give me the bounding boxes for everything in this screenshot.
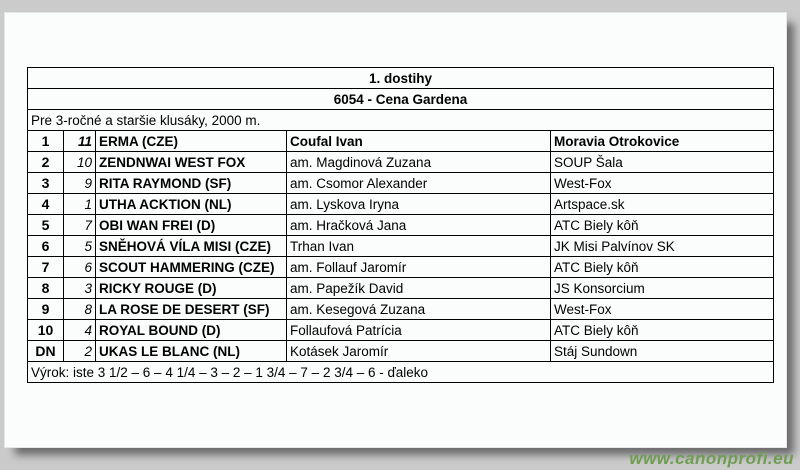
race-conditions-text: Pre 3-ročné a staršie klusáky, 2000 m. bbox=[26, 109, 775, 131]
table-row: 7 6 SCOUT HAMMERING (CZE) am. Follauf Jarom… bbox=[27, 256, 775, 278]
race-results-table: 1. dostihy 6054 - Cena Gardena Pre 3-roč… bbox=[26, 67, 775, 383]
cell-stable: Stáj Sundown bbox=[549, 340, 775, 362]
cell-horse: ZENDNWAI WEST FOX bbox=[95, 151, 287, 173]
verdict-row: Výrok: iste 3 1/2 – 6 – 4 1/4 – 3 – 2 – … bbox=[26, 361, 775, 383]
cell-pos: 9 bbox=[27, 298, 64, 320]
cell-num: 5 bbox=[63, 235, 96, 257]
cell-pos: 2 bbox=[27, 151, 64, 173]
cell-pos: 3 bbox=[27, 172, 64, 194]
cell-driver: Trhan Ivan bbox=[286, 235, 551, 257]
race-number-heading: 1. dostihy bbox=[26, 67, 775, 89]
race-title-heading: 6054 - Cena Gardena bbox=[26, 88, 775, 110]
cell-horse: RICKY ROUGE (D) bbox=[95, 277, 287, 299]
table-row: 10 4 ROYAL BOUND (D) Follaufová Patrícia ATC… bbox=[27, 319, 775, 341]
cell-num: 6 bbox=[63, 256, 96, 278]
table-row: 4 1 UTHA ACKTION (NL) am. Lyskova Iryna Arts… bbox=[27, 193, 775, 215]
cell-stable: JS Konsorcium bbox=[549, 277, 775, 299]
cell-stable: West-Fox bbox=[549, 172, 775, 194]
cell-driver: Follaufová Patrícia bbox=[286, 319, 551, 341]
cell-pos: 7 bbox=[27, 256, 64, 278]
table-row: 9 8 LA ROSE DE DESERT (SF) am. Kesegová Zuz… bbox=[27, 298, 775, 320]
cell-horse: SCOUT HAMMERING (CZE) bbox=[95, 256, 287, 278]
cell-driver: am. Hračková Jana bbox=[286, 214, 551, 236]
table-row: 2 10 ZENDNWAI WEST FOX am. Magdinová Zuzana… bbox=[27, 151, 775, 173]
cell-num: 4 bbox=[63, 319, 96, 341]
cell-driver: am. Follauf Jaromír bbox=[286, 256, 551, 278]
cell-pos: 6 bbox=[27, 235, 64, 257]
cell-num: 9 bbox=[63, 172, 96, 194]
cell-stable: ATC Biely kôň bbox=[549, 214, 775, 236]
cell-stable: JK Misi Palvínov SK bbox=[549, 235, 775, 257]
cell-driver: Coufal Ivan bbox=[286, 130, 551, 152]
cell-stable: SOUP Šala bbox=[549, 151, 775, 173]
table-row: 5 7 OBI WAN FREI (D) am. Hračková Jana ATC B… bbox=[27, 214, 775, 236]
document-page: 1. dostihy 6054 - Cena Gardena Pre 3-roč… bbox=[4, 12, 787, 448]
cell-stable: ATC Biely kôň bbox=[549, 256, 775, 278]
cell-num: 11 bbox=[63, 130, 96, 152]
table-row: 6 5 SNĚHOVÁ VÍLA MISI (CZE) Trhan Ivan JK Mi… bbox=[27, 235, 775, 257]
cell-horse: LA ROSE DE DESERT (SF) bbox=[95, 298, 287, 320]
cell-driver: am. Papežík David bbox=[286, 277, 551, 299]
cell-stable: West-Fox bbox=[549, 298, 775, 320]
cell-pos: 1 bbox=[27, 130, 64, 152]
race-conditions-row: Pre 3-ročné a staršie klusáky, 2000 m. bbox=[26, 109, 775, 131]
cell-stable: Moravia Otrokovice bbox=[549, 130, 775, 152]
cell-num: 1 bbox=[63, 193, 96, 215]
cell-driver: am. Csomor Alexander bbox=[286, 172, 551, 194]
cell-driver: am. Kesegová Zuzana bbox=[286, 298, 551, 320]
cell-stable: Artspace.sk bbox=[549, 193, 775, 215]
table-row: 1 11 ERMA (CZE) Coufal Ivan Moravia Otrokovi… bbox=[27, 130, 775, 152]
results-footer: Výrok: iste 3 1/2 – 6 – 4 1/4 – 3 – 2 – … bbox=[26, 361, 775, 383]
race-number-row: 1. dostihy bbox=[26, 67, 775, 89]
cell-num: 8 bbox=[63, 298, 96, 320]
cell-pos: 8 bbox=[27, 277, 64, 299]
cell-num: 2 bbox=[63, 340, 96, 362]
verdict-text: Výrok: iste 3 1/2 – 6 – 4 1/4 – 3 – 2 – … bbox=[26, 361, 775, 383]
cell-pos: 5 bbox=[27, 214, 64, 236]
cell-pos: DN bbox=[27, 340, 64, 362]
cell-horse: OBI WAN FREI (D) bbox=[95, 214, 287, 236]
cell-stable: ATC Biely kôň bbox=[549, 319, 775, 341]
cell-pos: 4 bbox=[27, 193, 64, 215]
table-row: DN 2 UKAS LE BLANC (NL) Kotásek Jaromír Stáj… bbox=[27, 340, 775, 362]
table-row: 3 9 RITA RAYMOND (SF) am. Csomor Alexander W… bbox=[27, 172, 775, 194]
cell-num: 10 bbox=[63, 151, 96, 173]
cell-horse: ROYAL BOUND (D) bbox=[95, 319, 287, 341]
cell-num: 3 bbox=[63, 277, 96, 299]
cell-horse: UKAS LE BLANC (NL) bbox=[95, 340, 287, 362]
cell-pos: 10 bbox=[27, 319, 64, 341]
cell-num: 7 bbox=[63, 214, 96, 236]
cell-driver: Kotásek Jaromír bbox=[286, 340, 551, 362]
results-body: 1. dostihy 6054 - Cena Gardena Pre 3-roč… bbox=[26, 67, 775, 362]
cell-horse: ERMA (CZE) bbox=[95, 130, 287, 152]
cell-horse: RITA RAYMOND (SF) bbox=[95, 172, 287, 194]
cell-driver: am. Magdinová Zuzana bbox=[286, 151, 551, 173]
cell-driver: am. Lyskova Iryna bbox=[286, 193, 551, 215]
watermark-text: www.canonprofi.eu bbox=[629, 449, 794, 468]
table-row: 8 3 RICKY ROUGE (D) am. Papežík David JS Kon… bbox=[27, 277, 775, 299]
race-title-row: 6054 - Cena Gardena bbox=[26, 88, 775, 110]
cell-horse: SNĚHOVÁ VÍLA MISI (CZE) bbox=[95, 235, 287, 257]
cell-horse: UTHA ACKTION (NL) bbox=[95, 193, 287, 215]
